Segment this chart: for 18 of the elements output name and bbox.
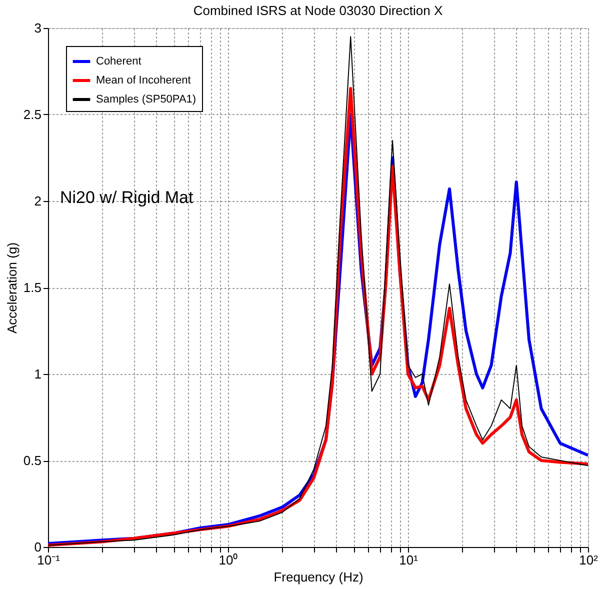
x-tick-label: 10¹	[399, 552, 419, 568]
y-tick-label: 2	[34, 194, 42, 208]
legend-label: Coherent	[96, 56, 142, 68]
x-tick-label: 10⁻¹	[37, 552, 61, 568]
annotation: Ni20 w/ Rigid Mat	[60, 188, 194, 207]
y-tick-label: 3	[34, 20, 42, 36]
x-tick-label: 10²	[579, 552, 599, 568]
y-tick-label: 0	[34, 540, 42, 554]
y-axis-title: Acceleration (g)	[4, 242, 20, 334]
x-axis-title: Frequency (Hz)	[274, 570, 364, 584]
y-tick-label: 1	[34, 366, 42, 382]
y-tick-label: 0.5	[23, 453, 42, 468]
y-tick-label: 2.5	[23, 107, 42, 122]
y-tick-label: 1.5	[23, 280, 42, 295]
x-tick-label: 10⁰	[218, 552, 238, 568]
chart-title: Combined ISRS at Node 03030 Direction X	[193, 3, 443, 18]
legend-label: Samples (SP50PA1)	[96, 94, 196, 106]
legend-label: Mean of Incoherent	[96, 74, 191, 86]
